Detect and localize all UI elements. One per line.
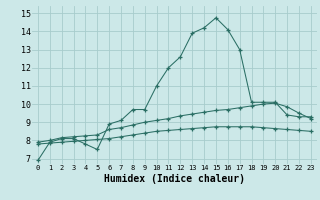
X-axis label: Humidex (Indice chaleur): Humidex (Indice chaleur) [104, 174, 245, 184]
